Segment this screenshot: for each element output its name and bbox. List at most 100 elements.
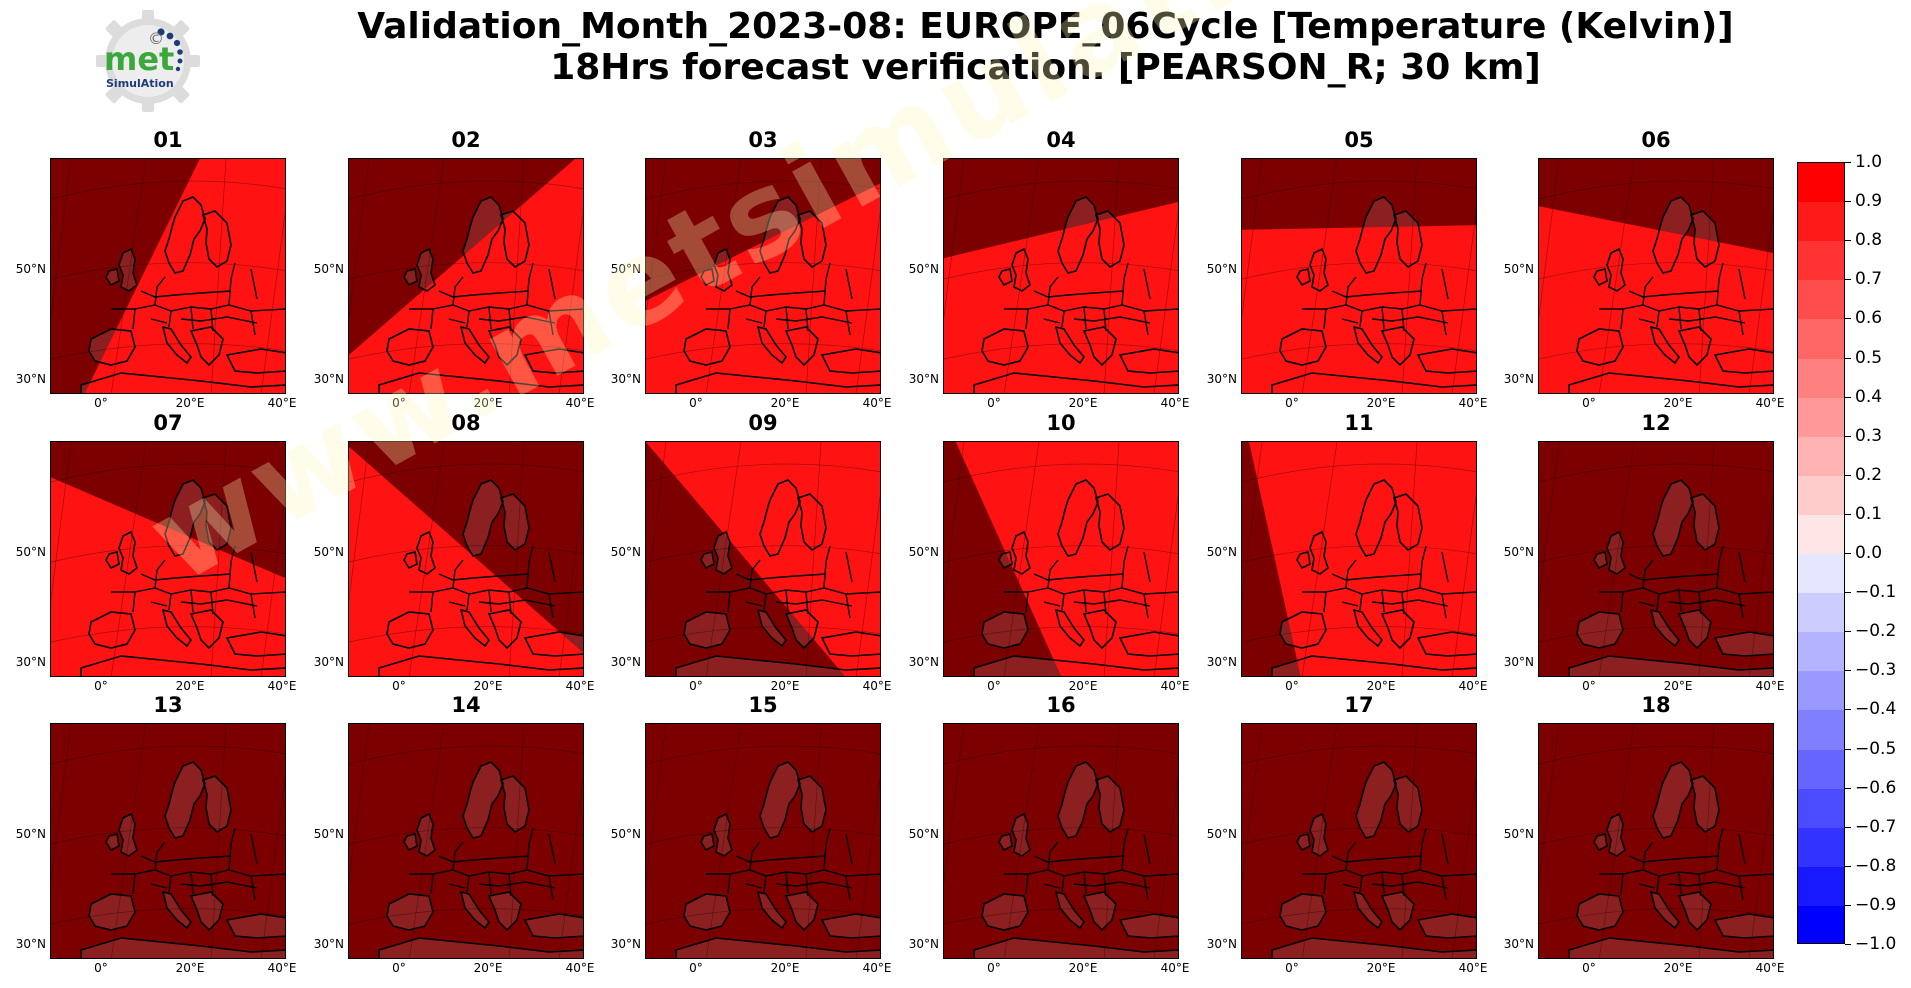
correlation-map-panel: [645, 441, 881, 677]
coastline: [1057, 196, 1099, 274]
coastline: [700, 551, 715, 570]
country-border: [1371, 881, 1449, 889]
country-border: [1323, 873, 1327, 895]
graticule-line: [1539, 343, 1773, 360]
country-border: [190, 871, 194, 895]
longitude-label: 0°: [987, 961, 1001, 975]
country-border: [452, 559, 464, 589]
colorbar-tick-label: 0.4: [1855, 386, 1883, 407]
coastline: [118, 247, 138, 292]
country-border: [1121, 262, 1129, 306]
latitude-label: 30°N: [908, 372, 939, 386]
latitude-label: 50°N: [313, 545, 344, 559]
coastline: [118, 812, 138, 857]
country-border: [452, 841, 464, 871]
country-border: [154, 276, 166, 306]
graticule-line: [110, 724, 147, 958]
longitude-label: 40°E: [1160, 396, 1190, 410]
land-area: [1679, 610, 1711, 648]
coastline: [118, 530, 138, 575]
correlation-map-panel: [943, 723, 1179, 959]
country-border: [1033, 290, 1125, 298]
graticule-line: [646, 343, 880, 360]
graticule-line: [110, 442, 147, 676]
graticule-line: [705, 724, 742, 958]
graticule-line: [51, 343, 285, 360]
country-border: [729, 869, 880, 877]
title-line-2: 18Hrs forecast verification. [PEARSON_R;…: [550, 47, 1541, 88]
country-border: [250, 593, 256, 619]
longitude-label: 0°: [392, 961, 406, 975]
longitude-label: 0°: [1582, 679, 1596, 693]
graticule-line: [1451, 776, 1476, 958]
coastline: [1057, 761, 1099, 839]
land-area: [387, 894, 433, 930]
figure-title: Validation_Month_2023-08: EUROPE_06Cycle…: [240, 6, 1851, 88]
graticule-line: [1539, 159, 1560, 320]
graticule-line: [1103, 724, 1120, 958]
coastline: [1355, 761, 1397, 839]
longitude-label: 0°: [1582, 961, 1596, 975]
europe-map: [349, 442, 583, 676]
graticule-line: [1539, 442, 1560, 603]
graticule-line: [1698, 442, 1715, 676]
graticule-line: [1539, 724, 1560, 885]
coastline: [403, 268, 418, 287]
coastline: [700, 833, 715, 852]
coastline: [80, 655, 285, 676]
country-border: [1143, 310, 1149, 336]
country-border: [1668, 881, 1746, 889]
colorbar-tick: [1845, 631, 1851, 633]
latitude-label: 50°N: [1206, 827, 1237, 841]
graticule-line: [646, 463, 880, 483]
country-border: [140, 573, 232, 581]
graticule-line: [1598, 159, 1635, 393]
country-border: [1419, 827, 1427, 871]
longitude-label: 0°: [987, 679, 1001, 693]
coastline: [523, 348, 583, 374]
latitude-label: 50°N: [1206, 262, 1237, 276]
country-border: [432, 587, 583, 595]
graticule-line: [51, 908, 285, 925]
country-border: [749, 559, 761, 589]
coastline: [1352, 890, 1383, 930]
country-border: [845, 833, 853, 865]
europe-map: [1242, 442, 1476, 676]
longitude-label: 20°E: [1068, 961, 1098, 975]
country-border: [823, 545, 831, 589]
correlation-map-panel: [645, 158, 881, 394]
graticule-line: [260, 211, 285, 393]
coastline: [1713, 348, 1773, 374]
longitude-label: 20°E: [770, 679, 800, 693]
land-area: [525, 914, 583, 938]
colorbar-tick: [1845, 201, 1851, 203]
colorbar-tick-label: −0.6: [1855, 777, 1897, 798]
land-area: [1569, 656, 1773, 676]
longitude-label: 40°E: [1755, 679, 1785, 693]
latitude-label: 50°N: [1206, 545, 1237, 559]
land-area: [163, 892, 191, 928]
country-border: [1027, 304, 1178, 312]
land-area: [1356, 762, 1396, 838]
graticule-line: [1401, 159, 1418, 393]
country-border: [250, 833, 258, 865]
longitude-label: 20°E: [770, 961, 800, 975]
panel-title: 18: [1641, 693, 1671, 717]
graticule-line: [1301, 442, 1338, 676]
colorbar-segment: [1798, 358, 1844, 399]
gear-logo-icon: © met SimulAtion: [96, 10, 200, 112]
graticule-line: [508, 159, 525, 393]
longitude-label: 40°E: [1458, 396, 1488, 410]
country-border: [1359, 310, 1363, 328]
graticule-line: [349, 343, 583, 360]
graticule-line: [508, 442, 525, 676]
country-border: [1143, 268, 1151, 300]
correlation-map-panel: [943, 158, 1179, 394]
colorbar-tick-label: −1.0: [1855, 934, 1897, 954]
colorbar-tick-label: −0.5: [1855, 738, 1897, 759]
correlation-map-panel: [50, 441, 286, 677]
country-border: [140, 855, 232, 863]
longitude-label: 40°E: [862, 961, 892, 975]
latitude-label: 50°N: [15, 545, 46, 559]
country-border: [478, 881, 556, 889]
